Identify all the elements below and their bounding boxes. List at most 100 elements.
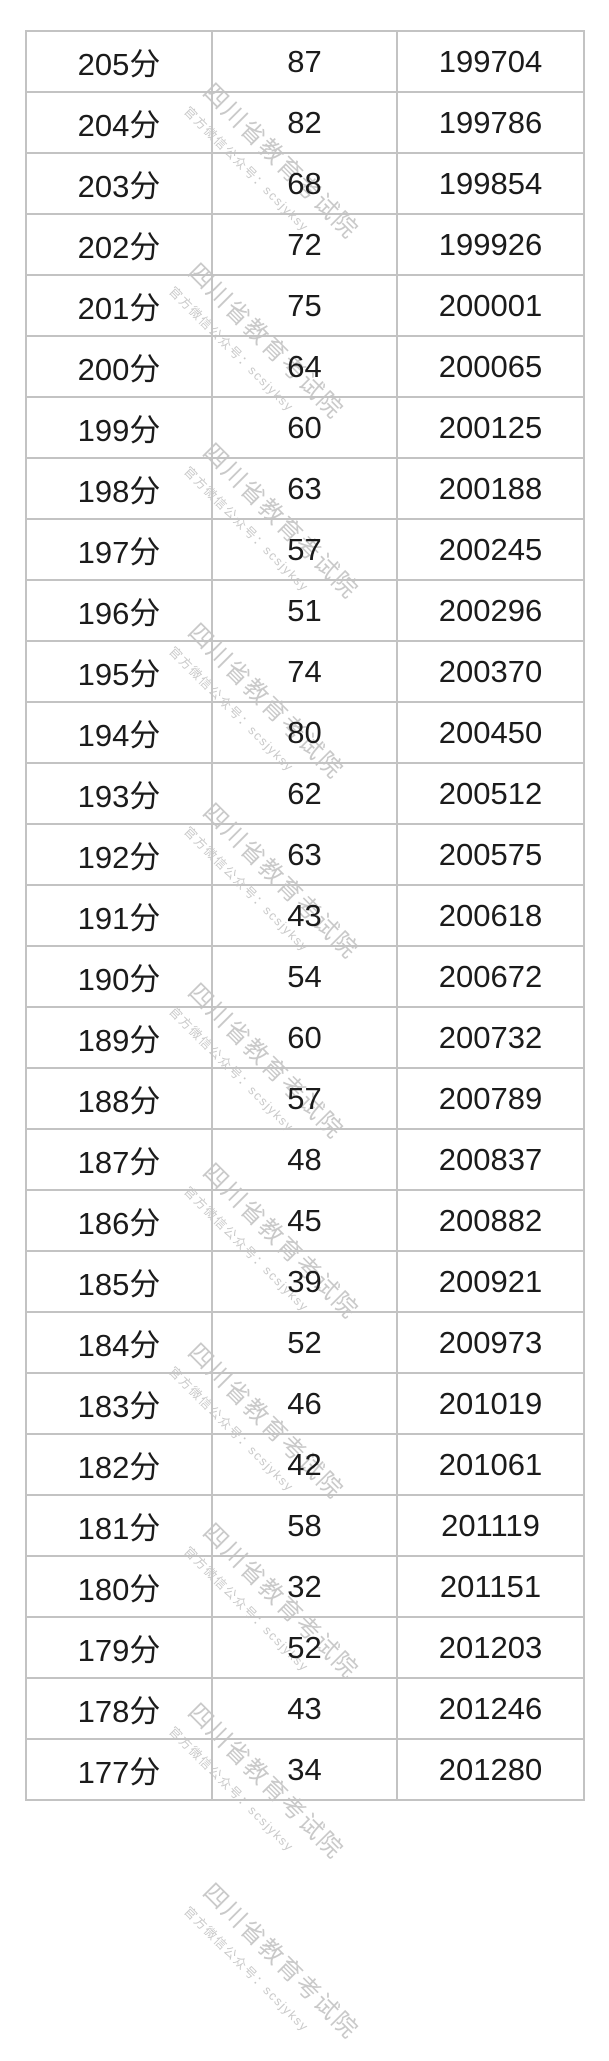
score-cell: 188分 <box>25 1067 213 1130</box>
table-row: 195分 74 200370 <box>25 640 585 703</box>
score-cell: 192分 <box>25 823 213 886</box>
table-row: 205分 87 199704 <box>25 30 585 93</box>
count-cell: 42 <box>211 1433 398 1496</box>
count-cell: 87 <box>211 30 398 93</box>
table-row: 187分 48 200837 <box>25 1128 585 1191</box>
table-row: 189分 60 200732 <box>25 1006 585 1069</box>
cumulative-cell: 201203 <box>396 1616 585 1679</box>
table-row: 184分 52 200973 <box>25 1311 585 1374</box>
score-cell: 183分 <box>25 1372 213 1435</box>
table-row: 192分 63 200575 <box>25 823 585 886</box>
score-cell: 202分 <box>25 213 213 276</box>
cumulative-cell: 201019 <box>396 1372 585 1435</box>
cumulative-cell: 200188 <box>396 457 585 520</box>
cumulative-cell: 200672 <box>396 945 585 1008</box>
score-cell: 178分 <box>25 1677 213 1740</box>
score-table: 205分 87 199704 204分 82 199786 203分 68 199854 202分… <box>25 30 585 1801</box>
cumulative-cell: 200837 <box>396 1128 585 1191</box>
table-row: 197分 57 200245 <box>25 518 585 581</box>
cumulative-cell: 201119 <box>396 1494 585 1557</box>
cumulative-cell: 199926 <box>396 213 585 276</box>
cumulative-cell: 200296 <box>396 579 585 642</box>
cumulative-cell: 199786 <box>396 91 585 154</box>
watermark-line2: 官方微信公众号：scsjyksy <box>181 1904 312 2035</box>
cumulative-cell: 200732 <box>396 1006 585 1069</box>
score-cell: 203分 <box>25 152 213 215</box>
table-row: 204分 82 199786 <box>25 91 585 154</box>
table-row: 203分 68 199854 <box>25 152 585 215</box>
table-row: 188分 57 200789 <box>25 1067 585 1130</box>
count-cell: 82 <box>211 91 398 154</box>
table-row: 183分 46 201019 <box>25 1372 585 1435</box>
count-cell: 54 <box>211 945 398 1008</box>
count-cell: 72 <box>211 213 398 276</box>
cumulative-cell: 201246 <box>396 1677 585 1740</box>
table-row: 200分 64 200065 <box>25 335 585 398</box>
score-cell: 205分 <box>25 30 213 93</box>
watermark-tile: 四川省教育考试院 官方微信公众号：scsjyksy <box>181 1878 364 2061</box>
score-cell: 194分 <box>25 701 213 764</box>
count-cell: 48 <box>211 1128 398 1191</box>
score-cell: 200分 <box>25 335 213 398</box>
cumulative-cell: 200789 <box>396 1067 585 1130</box>
count-cell: 34 <box>211 1738 398 1801</box>
count-cell: 43 <box>211 1677 398 1740</box>
score-cell: 196分 <box>25 579 213 642</box>
count-cell: 80 <box>211 701 398 764</box>
score-cell: 181分 <box>25 1494 213 1557</box>
score-cell: 184分 <box>25 1311 213 1374</box>
score-cell: 180分 <box>25 1555 213 1618</box>
table-row: 191分 43 200618 <box>25 884 585 947</box>
table-row: 190分 54 200672 <box>25 945 585 1008</box>
score-cell: 189分 <box>25 1006 213 1069</box>
score-cell: 186分 <box>25 1189 213 1252</box>
count-cell: 63 <box>211 457 398 520</box>
table-row: 185分 39 200921 <box>25 1250 585 1313</box>
score-cell: 198分 <box>25 457 213 520</box>
count-cell: 52 <box>211 1616 398 1679</box>
cumulative-cell: 199704 <box>396 30 585 93</box>
score-cell: 201分 <box>25 274 213 337</box>
cumulative-cell: 200065 <box>396 335 585 398</box>
cumulative-cell: 201061 <box>396 1433 585 1496</box>
count-cell: 57 <box>211 1067 398 1130</box>
table-row: 178分 43 201246 <box>25 1677 585 1740</box>
count-cell: 57 <box>211 518 398 581</box>
score-cell: 197分 <box>25 518 213 581</box>
score-cell: 199分 <box>25 396 213 459</box>
count-cell: 68 <box>211 152 398 215</box>
count-cell: 43 <box>211 884 398 947</box>
score-cell: 195分 <box>25 640 213 703</box>
score-table-body: 205分 87 199704 204分 82 199786 203分 68 199854 202分… <box>25 30 585 1801</box>
table-row: 198分 63 200188 <box>25 457 585 520</box>
score-cell: 190分 <box>25 945 213 1008</box>
cumulative-cell: 200001 <box>396 274 585 337</box>
cumulative-cell: 200450 <box>396 701 585 764</box>
cumulative-cell: 200921 <box>396 1250 585 1313</box>
score-cell: 191分 <box>25 884 213 947</box>
watermark-line1: 四川省教育考试院 <box>197 1878 364 2045</box>
score-cell: 204分 <box>25 91 213 154</box>
count-cell: 74 <box>211 640 398 703</box>
table-row: 194分 80 200450 <box>25 701 585 764</box>
table-row: 186分 45 200882 <box>25 1189 585 1252</box>
count-cell: 32 <box>211 1555 398 1618</box>
cumulative-cell: 200973 <box>396 1311 585 1374</box>
cumulative-cell: 200618 <box>396 884 585 947</box>
score-cell: 185分 <box>25 1250 213 1313</box>
table-row: 202分 72 199926 <box>25 213 585 276</box>
count-cell: 60 <box>211 396 398 459</box>
count-cell: 64 <box>211 335 398 398</box>
score-cell: 182分 <box>25 1433 213 1496</box>
score-cell: 193分 <box>25 762 213 825</box>
table-row: 180分 32 201151 <box>25 1555 585 1618</box>
cumulative-cell: 200370 <box>396 640 585 703</box>
count-cell: 39 <box>211 1250 398 1313</box>
table-row: 182分 42 201061 <box>25 1433 585 1496</box>
table-row: 196分 51 200296 <box>25 579 585 642</box>
score-cell: 177分 <box>25 1738 213 1801</box>
cumulative-cell: 201151 <box>396 1555 585 1618</box>
cumulative-cell: 200125 <box>396 396 585 459</box>
count-cell: 75 <box>211 274 398 337</box>
count-cell: 45 <box>211 1189 398 1252</box>
